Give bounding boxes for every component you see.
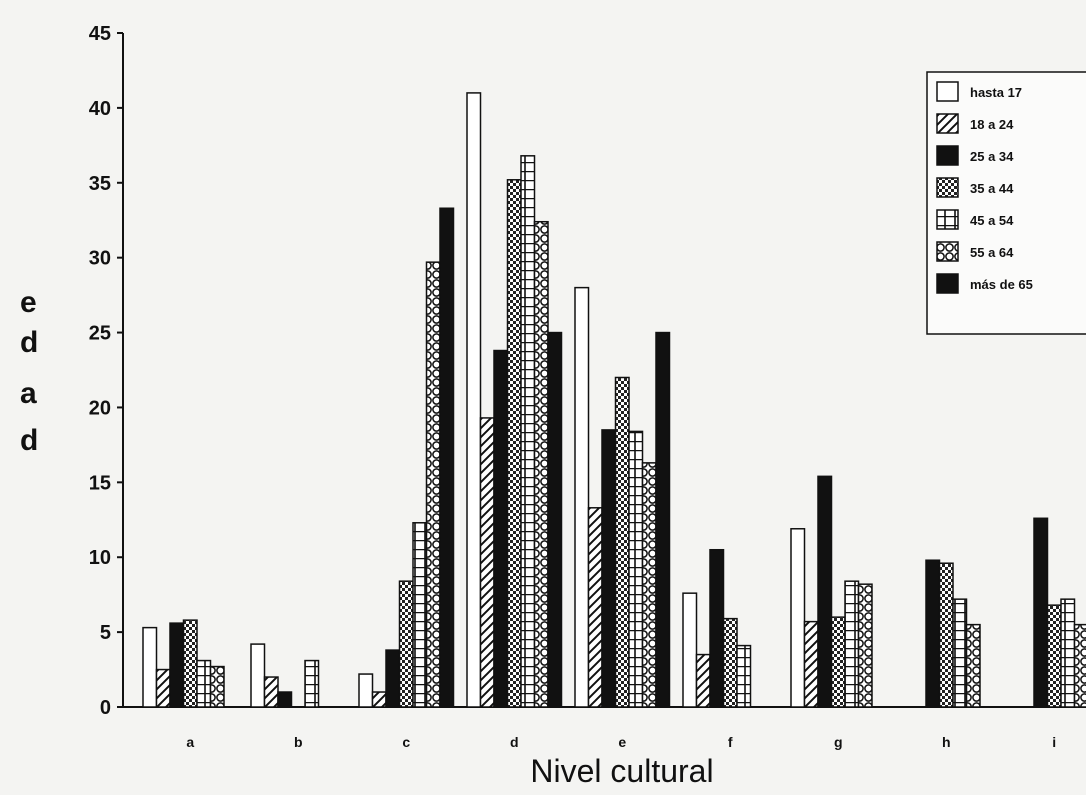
legend-swatch-hasta-17 (936, 81, 959, 102)
bar-d-35-a-44 (506, 179, 522, 708)
bar-e-hasta-17 (574, 286, 590, 708)
legend-swatch-mas-de-65 (936, 273, 959, 294)
y-tick-label-25: 25 (89, 323, 111, 345)
bar-c-18-a-24 (371, 691, 387, 708)
bar-g-55-a-64 (857, 583, 873, 708)
legend-swatch-35-a-44 (936, 177, 959, 198)
bar-g-35-a-44 (830, 616, 846, 708)
bar-e-35-a-44 (614, 376, 630, 708)
bar-h-45-a-54 (952, 598, 968, 708)
bar-d-18-a-24 (479, 417, 495, 708)
x-tick-label-e: e (618, 734, 626, 750)
bar-a-55-a-64 (209, 665, 225, 708)
bar-c-45-a-54 (412, 522, 428, 708)
y-axis-label-letter-4: d (20, 424, 38, 457)
bar-h-25-a-34 (925, 559, 941, 708)
bar-c-35-a-44 (398, 580, 414, 708)
bar-b-18-a-24 (263, 676, 279, 708)
x-tick-label-d: d (510, 734, 519, 750)
y-axis-label-letter-1: e (20, 286, 37, 319)
bar-c-55-a-64 (425, 261, 441, 708)
bar-h-55-a-64 (965, 623, 981, 708)
bar-a-18-a-24 (155, 668, 171, 708)
legend-swatch-45-a-54 (936, 209, 959, 230)
bar-f-45-a-54 (736, 644, 752, 708)
x-tick-label-c: c (402, 734, 410, 750)
legend-label-25-a-34: 25 a 34 (970, 149, 1014, 164)
y-tick-label-0: 0 (100, 697, 111, 719)
bar-h-35-a-44 (938, 562, 954, 708)
bar-g-18-a-24 (803, 620, 819, 708)
bar-f-35-a-44 (722, 617, 738, 708)
bar-g-hasta-17 (790, 528, 806, 708)
y-tick-label-10: 10 (89, 547, 111, 569)
bar-e-25-a-34 (601, 429, 617, 708)
bar-e-55-a-64 (641, 462, 657, 708)
bars (142, 92, 1086, 708)
bar-d-hasta-17 (466, 92, 482, 708)
y-tick-label-30: 30 (89, 248, 111, 270)
y-tick-label-5: 5 (100, 622, 111, 644)
x-tick-label-f: f (728, 734, 733, 750)
y-axis-label-letter-3: a (20, 377, 37, 410)
bar-c-hasta-17 (358, 673, 374, 708)
legend-label-45-a-54: 45 a 54 (970, 213, 1014, 228)
bar-a-hasta-17 (142, 626, 158, 708)
bar-i-55-a-64 (1073, 623, 1086, 708)
bar-e-45-a-54 (628, 430, 644, 708)
legend-label-18-a-24: 18 a 24 (970, 117, 1014, 132)
legend-swatch-55-a-64 (936, 241, 959, 262)
legend: hasta 17 18 a 24 25 a 34 35 a 44 45 a 54 55 a… (926, 71, 1086, 335)
bar-i-45-a-54 (1060, 598, 1076, 708)
legend-label-mas-de-65: más de 65 (970, 277, 1033, 292)
legend-label-35-a-44: 35 a 44 (970, 181, 1014, 196)
x-tick-label-h: h (942, 734, 951, 750)
y-tick-label-40: 40 (89, 98, 111, 120)
bar-d-mas-de-65 (547, 331, 563, 708)
bar-f-25-a-34 (709, 548, 725, 708)
bar-i-35-a-44 (1046, 604, 1062, 708)
x-tick-label-i: i (1052, 734, 1056, 750)
bar-g-45-a-54 (844, 580, 860, 708)
legend-box (926, 71, 1086, 335)
x-tick-labels: a b c d e f g h i (186, 734, 1056, 750)
bar-a-25-a-34 (169, 622, 185, 708)
legend-swatch-18-a-24 (936, 113, 959, 134)
x-tick-label-b: b (294, 734, 303, 750)
bar-d-25-a-34 (493, 349, 509, 708)
bar-b-25-a-34 (277, 691, 293, 708)
y-tick-label-35: 35 (89, 173, 111, 195)
bar-b-hasta-17 (250, 643, 266, 708)
bar-c-25-a-34 (385, 649, 401, 708)
x-axis-label: Nivel cultural (530, 753, 713, 789)
bar-f-hasta-17 (682, 592, 698, 708)
y-tick-label-20: 20 (89, 397, 111, 419)
legend-swatch-25-a-34 (936, 145, 959, 166)
bar-a-45-a-54 (196, 659, 212, 708)
y-tick-label-15: 15 (89, 472, 111, 494)
bar-a-35-a-44 (182, 619, 198, 708)
y-axis-label-letter-2: d (20, 326, 38, 359)
bar-e-18-a-24 (587, 507, 603, 708)
bar-f-18-a-24 (695, 653, 711, 708)
bar-i-25-a-34 (1033, 517, 1049, 708)
y-axis-label: e d a d (20, 286, 38, 457)
y-tick-label-45: 45 (89, 23, 111, 45)
x-tick-label-g: g (834, 734, 843, 750)
y-tick-labels: 0 5 10 15 20 25 30 35 40 45 (89, 23, 123, 719)
x-tick-label-a: a (186, 734, 194, 750)
bar-c-mas-de-65 (439, 207, 455, 708)
bar-b-45-a-54 (304, 659, 320, 708)
legend-label-55-a-64: 55 a 64 (970, 245, 1014, 260)
bar-d-55-a-64 (533, 220, 549, 708)
bar-g-25-a-34 (817, 475, 833, 708)
legend-label-hasta-17: hasta 17 (970, 85, 1022, 100)
bar-e-mas-de-65 (655, 331, 671, 708)
bar-d-45-a-54 (520, 155, 536, 708)
